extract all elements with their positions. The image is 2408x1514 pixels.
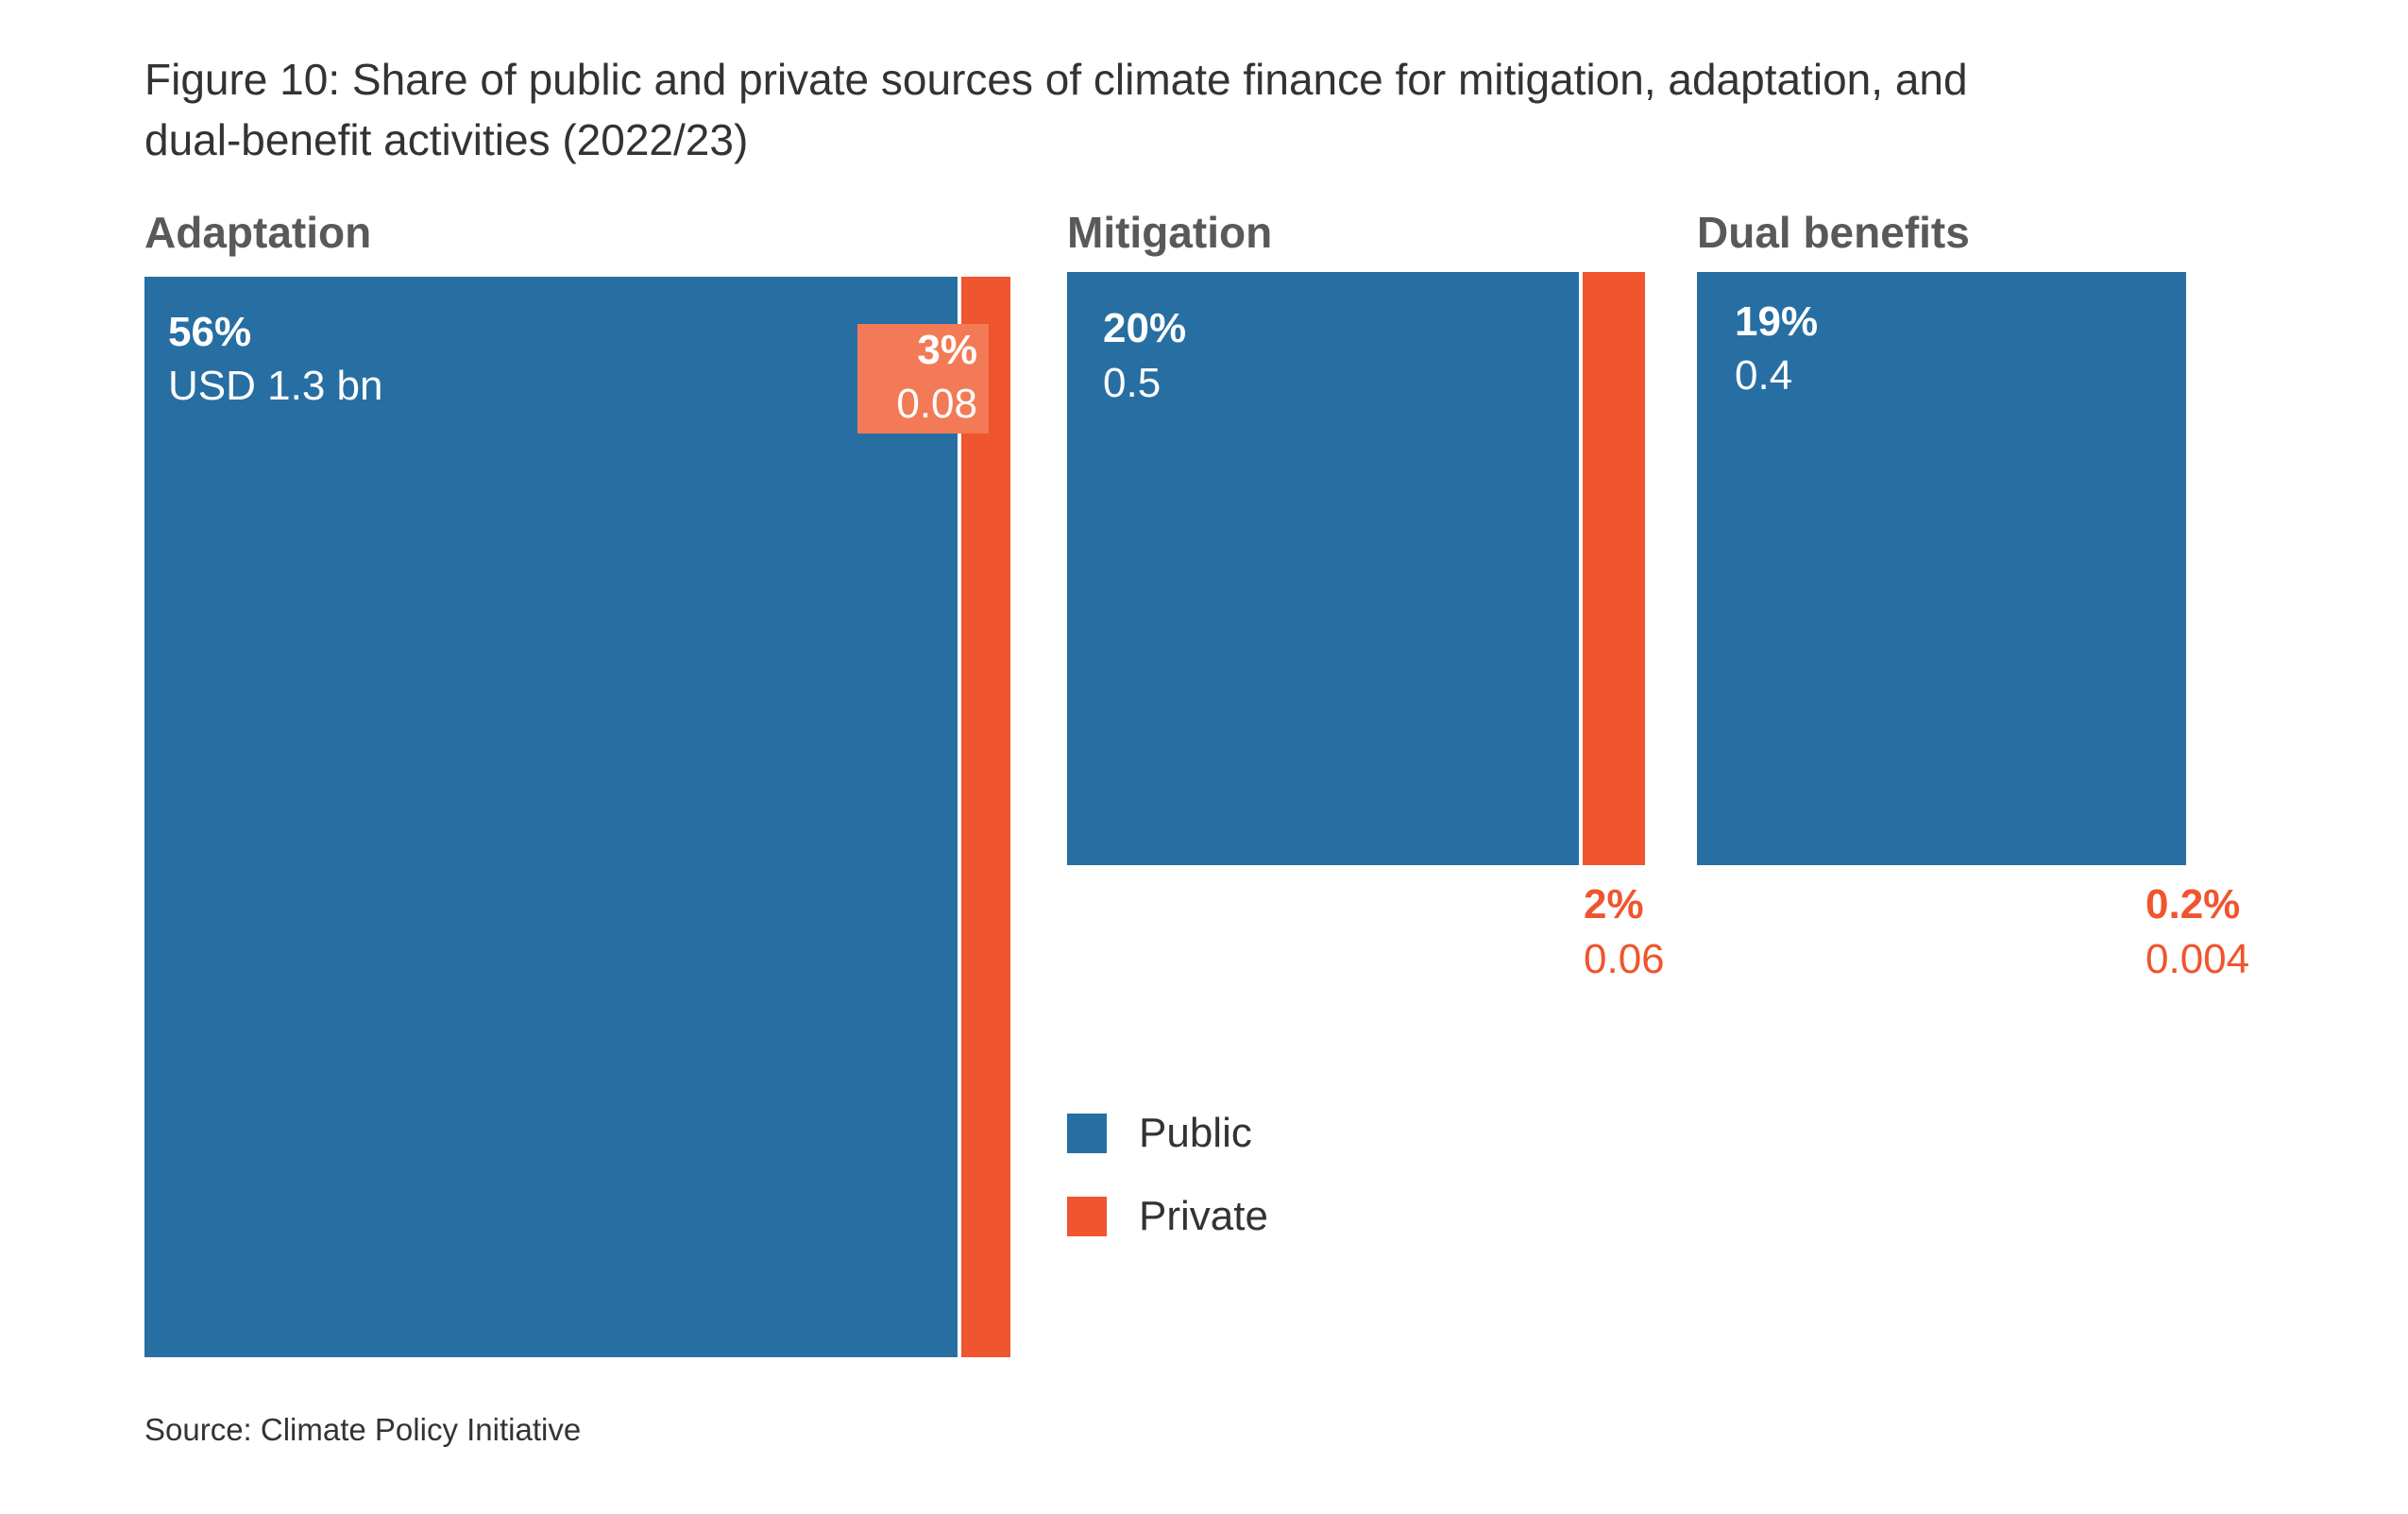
legend-item-private: Private: [1067, 1188, 1268, 1245]
legend: Public Private: [1067, 1105, 1268, 1271]
group-heading-mitigation: Mitigation: [1067, 208, 1272, 257]
legend-item-public: Public: [1067, 1105, 1268, 1162]
public-value-label-dual-benefits: 0.4: [1735, 352, 1792, 399]
public-value-label-mitigation: 0.5: [1103, 360, 1161, 406]
private-value-label-mitigation: 0.06: [1584, 936, 1665, 982]
public-block-mitigation: [1067, 272, 1579, 865]
legend-label-private: Private: [1139, 1193, 1268, 1239]
private-share-label-dual-benefits: 0.2%: [2145, 881, 2240, 927]
legend-label-public: Public: [1139, 1110, 1252, 1156]
private-share-label-adaptation: 3%: [917, 327, 977, 373]
legend-swatch-private: [1067, 1197, 1107, 1236]
source-note: Source: Climate Policy Initiative: [144, 1412, 582, 1447]
figure-title: Figure 10: Share of public and private s…: [144, 55, 1968, 164]
private-value-label-dual-benefits: 0.004: [2145, 936, 2249, 982]
legend-swatch-public: [1067, 1114, 1107, 1153]
group-heading-dual-benefits: Dual benefits: [1697, 208, 1970, 257]
private-value-label-adaptation: 0.08: [896, 381, 977, 427]
public-block-dual-benefits: [1697, 272, 2186, 865]
private-block-adaptation: [961, 277, 1010, 1357]
private-share-label-mitigation: 2%: [1584, 881, 1644, 927]
private-label-box-adaptation: [857, 324, 989, 434]
public-share-label-adaptation: 56%: [168, 309, 251, 355]
public-share-label-dual-benefits: 19%: [1735, 298, 1818, 345]
public-share-label-mitigation: 20%: [1103, 305, 1186, 351]
public-block-adaptation: [144, 277, 958, 1357]
public-value-label-adaptation: USD 1.3 bn: [168, 363, 382, 409]
group-heading-adaptation: Adaptation: [144, 208, 371, 257]
private-block-mitigation: [1583, 272, 1645, 865]
